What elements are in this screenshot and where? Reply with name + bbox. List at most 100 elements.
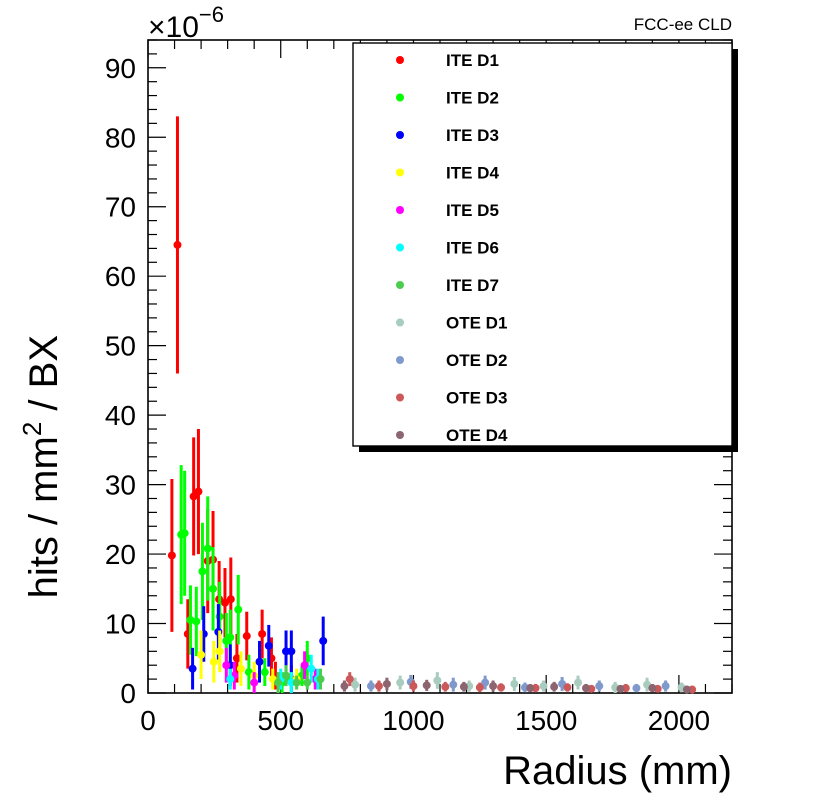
legend-marker (396, 168, 404, 177)
data-point (222, 661, 231, 670)
data-point (319, 636, 328, 645)
legend-label: OTE D1 (446, 314, 507, 333)
data-point (250, 678, 259, 687)
y-tick-label: 30 (105, 470, 136, 501)
y-tick-label: 70 (105, 192, 136, 223)
y-tick-label: 0 (120, 678, 136, 709)
legend-item: ITE D7 (396, 276, 499, 295)
data-point (441, 682, 450, 691)
series-ite-d6 (226, 654, 322, 693)
legend-item: ITE D2 (396, 89, 499, 108)
data-point (194, 487, 203, 496)
data-point (242, 632, 251, 641)
x-tick-label: 500 (257, 705, 304, 736)
data-point (340, 682, 349, 691)
data-point (459, 682, 468, 691)
series-ite-d1 (167, 116, 296, 693)
data-point (180, 529, 189, 538)
series-ite-d5 (222, 647, 320, 693)
legend-marker (396, 318, 404, 327)
data-point (188, 664, 197, 673)
data-point (648, 684, 657, 693)
legend-marker (396, 93, 404, 102)
x-tick-label: 1000 (382, 705, 444, 736)
data-point (234, 605, 243, 614)
data-point (489, 682, 498, 691)
legend-item: OTE D4 (396, 426, 508, 445)
y-exponent: ×10−6 (148, 2, 224, 44)
data-point (307, 664, 316, 673)
data-point (203, 544, 212, 553)
data-point (197, 650, 206, 659)
legend: ITE D1 ITE D2 ITE D3 ITE D4 ITE D5 ITE D6 ITE … (396, 51, 508, 445)
data-point (563, 683, 572, 692)
y-tick-label: 50 (105, 331, 136, 362)
y-tick-label: 90 (105, 53, 136, 84)
data-point (287, 647, 296, 656)
data-point (374, 682, 383, 691)
data-point (366, 682, 375, 691)
legend-box (352, 42, 733, 447)
x-tick-label: 1500 (515, 705, 577, 736)
data-point (422, 681, 431, 690)
y-tick-label: 20 (105, 539, 136, 570)
legend-label: OTE D3 (446, 389, 507, 408)
legend-item: ITE D3 (396, 126, 499, 145)
data-point (433, 676, 442, 685)
y-tick-label: 10 (105, 609, 136, 640)
data-point (292, 678, 301, 687)
data-point (526, 684, 535, 693)
series-ote-d4 (340, 677, 691, 694)
data-point (475, 683, 484, 692)
legend-label: ITE D5 (446, 201, 499, 220)
data-point (661, 682, 670, 691)
legend-marker (396, 56, 404, 64)
legend-marker (396, 431, 404, 439)
data-point (351, 680, 360, 689)
data-point (303, 678, 312, 687)
data-point (255, 657, 264, 666)
y-tick-label: 40 (105, 400, 136, 431)
data-point (192, 617, 201, 626)
legend-label: ITE D2 (446, 89, 499, 108)
data-point (258, 629, 267, 638)
series-ite-d7 (274, 665, 325, 693)
y-axis-title: hits / mm2 / BX (17, 335, 66, 598)
x-axis-title: Radius (mm) (503, 749, 732, 793)
legend-label: ITE D1 (446, 51, 499, 70)
x-tick-labels: 0 500 1000 1500 2000 (140, 705, 710, 736)
y-axis-title-sup: 2 (17, 422, 47, 436)
data-point (173, 240, 182, 249)
legend-marker (396, 131, 404, 139)
legend-label: OTE D4 (446, 426, 508, 445)
data-point (236, 664, 245, 673)
data-point (264, 641, 273, 650)
data-point (550, 682, 559, 691)
data-point (510, 679, 519, 688)
data-point (274, 678, 283, 687)
legend-item: ITE D4 (396, 164, 499, 183)
legend-marker (396, 206, 404, 214)
data-point (396, 678, 405, 687)
x-tick-label: 2000 (648, 705, 710, 736)
legend-item: OTE D2 (396, 351, 507, 370)
legend-item: ITE D1 (396, 51, 499, 70)
data-points (167, 116, 697, 694)
data-point (345, 675, 354, 684)
data-point (497, 683, 506, 692)
legend-label: ITE D6 (446, 239, 499, 258)
data-point (226, 595, 235, 604)
data-point (382, 679, 391, 688)
legend-marker (396, 356, 404, 364)
data-point (226, 675, 235, 684)
legend-item: OTE D1 (396, 314, 507, 333)
data-point (539, 682, 548, 691)
legend-marker (396, 281, 404, 289)
data-point (220, 598, 229, 607)
legend-label: ITE D7 (446, 276, 499, 295)
data-point (209, 657, 218, 666)
data-point (167, 551, 176, 560)
legend-label: ITE D3 (446, 126, 499, 145)
data-point (481, 678, 490, 687)
